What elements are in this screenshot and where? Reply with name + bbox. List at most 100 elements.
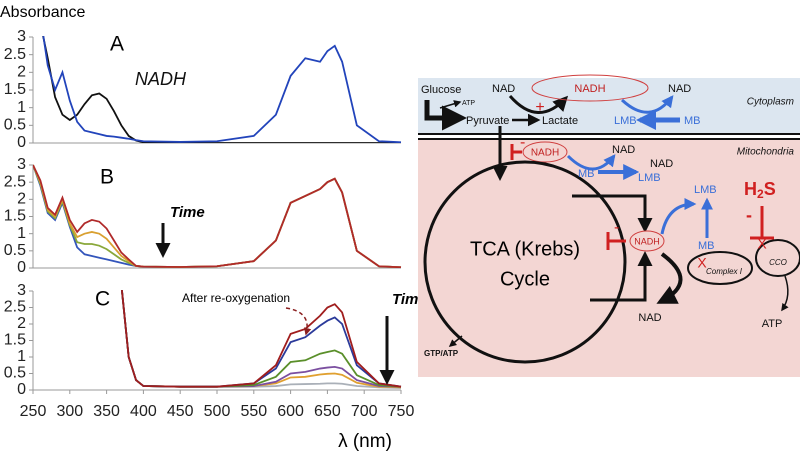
y-tick-label: 2.5 <box>4 173 26 190</box>
annotation: Time <box>170 204 205 221</box>
series-line <box>33 164 402 268</box>
nadh-ellipse <box>531 74 649 102</box>
label: NAD <box>612 144 635 156</box>
x-tick-label: 450 <box>167 403 194 420</box>
series-line <box>33 164 402 268</box>
mitochondria-band <box>418 140 800 377</box>
pathway-diagram: Glucose ATP Pyruvate Lactate NAD NADH NA… <box>418 74 800 377</box>
panel-label: C <box>95 288 110 311</box>
y-tick-label: 2 <box>17 191 26 208</box>
panel-label: A <box>110 33 124 56</box>
label: - <box>520 134 525 151</box>
label: GTP/ATP <box>424 349 459 358</box>
arrow <box>660 198 697 235</box>
arrow <box>656 252 683 304</box>
label: 2 <box>757 187 764 201</box>
inhibitor <box>510 144 522 160</box>
y-tick-label: 1.5 <box>4 332 26 349</box>
label: NAD <box>638 312 661 324</box>
arrow <box>572 194 653 233</box>
label: - <box>614 219 619 236</box>
y-axis-label: Absorbance <box>0 4 85 21</box>
x-tick-label: 400 <box>130 403 157 420</box>
y-tick-label: 0 <box>17 259 26 276</box>
label: NADH <box>574 83 605 95</box>
label: X <box>757 236 767 252</box>
series-label: NADH <box>135 69 187 89</box>
label: NAD <box>650 158 673 170</box>
label: LMB <box>638 172 661 184</box>
complex-i <box>687 251 753 285</box>
x-tick-label: 500 <box>204 403 231 420</box>
label: NADH <box>531 148 559 159</box>
y-tick-label: 1.5 <box>4 81 26 98</box>
label: + <box>535 99 544 116</box>
panel-label: B <box>100 166 114 189</box>
x-tick-label: 350 <box>93 403 120 420</box>
y-tick-label: 0.5 <box>4 117 26 134</box>
label: MB <box>578 168 595 180</box>
y-tick-label: 1.5 <box>4 208 26 225</box>
y-tick-label: 1 <box>17 348 26 365</box>
nadh-ellipse <box>522 141 568 163</box>
y-tick-label: 3 <box>17 28 26 45</box>
arrow <box>566 154 616 171</box>
x-tick-label: 700 <box>351 403 378 420</box>
y-tick-label: 3 <box>17 282 26 299</box>
y-tick-label: 3 <box>17 156 26 173</box>
reoxygenation-arrow <box>285 307 312 336</box>
label: LMB <box>614 115 637 127</box>
y-tick-label: 0 <box>17 381 26 398</box>
x-tick-label: 250 <box>20 403 47 420</box>
y-tick-label: 0.5 <box>4 365 26 382</box>
inhibitor <box>606 232 626 250</box>
label: - <box>746 205 752 225</box>
series-line <box>33 164 402 268</box>
label: X <box>697 255 707 271</box>
label: Glucose <box>421 84 461 96</box>
arrow <box>508 95 569 114</box>
arrow <box>448 335 463 347</box>
y-tick-label: 2.5 <box>4 299 26 316</box>
label: ATP <box>762 318 783 330</box>
series-line <box>120 290 402 388</box>
y-tick-label: 0 <box>17 134 26 151</box>
label: H <box>744 179 757 199</box>
label: CCO <box>769 258 787 267</box>
y-tick-label: 1 <box>17 99 26 116</box>
label: ATP <box>462 100 475 107</box>
x-tick-label: 550 <box>240 403 267 420</box>
x-tick-label: 650 <box>314 403 341 420</box>
label: Cycle <box>500 268 550 290</box>
tca-cycle <box>423 160 627 364</box>
label: TCA (Krebs) <box>470 238 580 260</box>
series-line <box>42 36 401 143</box>
label: Pyruvate <box>466 115 509 127</box>
x-tick-label: 300 <box>56 403 83 420</box>
y-tick-label: 2.5 <box>4 46 26 63</box>
label: S <box>764 179 776 199</box>
y-tick-label: 2 <box>17 64 26 81</box>
y-tick-label: 0.5 <box>4 242 26 259</box>
label: Cytoplasm <box>747 97 794 108</box>
x-axis-label: λ (nm) <box>338 431 392 452</box>
arrow <box>439 100 462 109</box>
y-tick-label: 2 <box>17 315 26 332</box>
label: NAD <box>492 83 515 95</box>
label: NAD <box>668 83 691 95</box>
y-tick-label: 1 <box>17 225 26 242</box>
x-tick-label: 600 <box>277 403 304 420</box>
inhibitor <box>750 206 774 240</box>
x-tick-label: 750 <box>388 403 415 420</box>
nadh-ellipse <box>629 230 665 252</box>
label: MB <box>684 115 701 127</box>
h2s-label: H2S <box>744 179 776 201</box>
label: NADH <box>634 236 660 246</box>
label: Complex I <box>706 267 743 276</box>
cytoplasm-band <box>418 78 800 134</box>
series-line <box>33 164 402 268</box>
series-line <box>42 36 402 143</box>
label: LMB <box>694 184 717 196</box>
label: Lactate <box>542 115 578 127</box>
